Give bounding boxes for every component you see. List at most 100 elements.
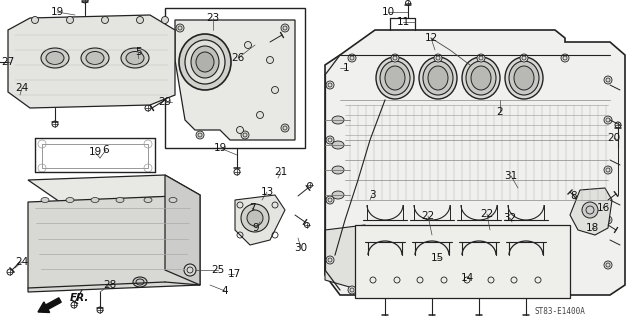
Polygon shape bbox=[570, 188, 612, 235]
Text: 16: 16 bbox=[596, 203, 610, 213]
Bar bbox=[355, 225, 570, 298]
Ellipse shape bbox=[91, 197, 99, 203]
Ellipse shape bbox=[332, 116, 344, 124]
Polygon shape bbox=[165, 175, 200, 285]
Circle shape bbox=[326, 81, 334, 89]
Circle shape bbox=[477, 54, 485, 62]
Polygon shape bbox=[175, 20, 295, 140]
Circle shape bbox=[161, 17, 168, 23]
Polygon shape bbox=[235, 195, 285, 245]
Circle shape bbox=[604, 166, 612, 174]
Text: 20: 20 bbox=[608, 133, 620, 143]
Ellipse shape bbox=[376, 57, 414, 99]
Circle shape bbox=[604, 116, 612, 124]
Circle shape bbox=[520, 54, 528, 62]
Circle shape bbox=[561, 286, 569, 294]
Text: 15: 15 bbox=[430, 253, 444, 263]
Ellipse shape bbox=[66, 197, 74, 203]
Polygon shape bbox=[28, 175, 200, 202]
Circle shape bbox=[137, 17, 144, 23]
Text: 25: 25 bbox=[211, 265, 225, 275]
Text: 24: 24 bbox=[15, 83, 28, 93]
Circle shape bbox=[176, 24, 184, 32]
Ellipse shape bbox=[332, 141, 344, 149]
Text: 27: 27 bbox=[1, 57, 15, 67]
Ellipse shape bbox=[191, 46, 219, 78]
Ellipse shape bbox=[196, 52, 214, 72]
Ellipse shape bbox=[46, 52, 64, 65]
Ellipse shape bbox=[385, 66, 405, 90]
Ellipse shape bbox=[514, 66, 534, 90]
Text: 29: 29 bbox=[158, 97, 172, 107]
Circle shape bbox=[244, 42, 251, 49]
Text: 9: 9 bbox=[253, 223, 260, 233]
Circle shape bbox=[477, 286, 485, 294]
Circle shape bbox=[237, 126, 244, 133]
Text: 1: 1 bbox=[342, 63, 349, 73]
Circle shape bbox=[281, 124, 289, 132]
Circle shape bbox=[391, 54, 399, 62]
Circle shape bbox=[348, 286, 356, 294]
Ellipse shape bbox=[471, 66, 491, 90]
Ellipse shape bbox=[332, 166, 344, 174]
Ellipse shape bbox=[121, 48, 149, 68]
Text: ST83-E1400A: ST83-E1400A bbox=[534, 308, 586, 316]
Circle shape bbox=[256, 111, 263, 118]
Circle shape bbox=[348, 54, 356, 62]
Text: 5: 5 bbox=[135, 47, 141, 57]
Ellipse shape bbox=[81, 48, 109, 68]
Text: 10: 10 bbox=[382, 7, 394, 17]
Circle shape bbox=[272, 86, 279, 93]
Ellipse shape bbox=[126, 52, 144, 65]
FancyArrow shape bbox=[38, 298, 61, 312]
Circle shape bbox=[196, 131, 204, 139]
Text: 17: 17 bbox=[227, 269, 241, 279]
Text: 28: 28 bbox=[103, 280, 116, 290]
Ellipse shape bbox=[185, 40, 225, 84]
Text: 24: 24 bbox=[15, 257, 28, 267]
Text: 21: 21 bbox=[274, 167, 287, 177]
Ellipse shape bbox=[423, 61, 453, 95]
Circle shape bbox=[604, 76, 612, 84]
Circle shape bbox=[434, 286, 442, 294]
Ellipse shape bbox=[169, 197, 177, 203]
Circle shape bbox=[326, 136, 334, 144]
Text: 11: 11 bbox=[396, 17, 410, 27]
Circle shape bbox=[561, 54, 569, 62]
Text: 2: 2 bbox=[497, 107, 503, 117]
Text: 23: 23 bbox=[206, 13, 220, 23]
Circle shape bbox=[434, 54, 442, 62]
Ellipse shape bbox=[41, 197, 49, 203]
Circle shape bbox=[184, 264, 196, 276]
Circle shape bbox=[247, 210, 263, 226]
Text: 19: 19 bbox=[51, 7, 64, 17]
Circle shape bbox=[266, 57, 273, 63]
Ellipse shape bbox=[332, 191, 344, 199]
Text: 6: 6 bbox=[103, 145, 110, 155]
Text: 4: 4 bbox=[222, 286, 229, 296]
Ellipse shape bbox=[462, 57, 500, 99]
Polygon shape bbox=[8, 15, 175, 108]
Text: 19: 19 bbox=[213, 143, 227, 153]
Text: 31: 31 bbox=[505, 171, 518, 181]
Circle shape bbox=[241, 204, 269, 232]
Text: 18: 18 bbox=[586, 223, 599, 233]
Ellipse shape bbox=[428, 66, 448, 90]
Ellipse shape bbox=[419, 57, 457, 99]
Polygon shape bbox=[325, 30, 625, 295]
Circle shape bbox=[326, 256, 334, 264]
Text: 32: 32 bbox=[503, 213, 517, 223]
Text: 8: 8 bbox=[571, 191, 577, 201]
Circle shape bbox=[326, 196, 334, 204]
Ellipse shape bbox=[144, 197, 152, 203]
Circle shape bbox=[520, 286, 528, 294]
Text: 3: 3 bbox=[368, 190, 375, 200]
Ellipse shape bbox=[505, 57, 543, 99]
Text: 19: 19 bbox=[89, 147, 102, 157]
Text: 26: 26 bbox=[232, 53, 244, 63]
Bar bbox=[165, 8, 305, 148]
Circle shape bbox=[66, 17, 73, 23]
Ellipse shape bbox=[509, 61, 539, 95]
Text: 13: 13 bbox=[260, 187, 273, 197]
Text: 14: 14 bbox=[460, 273, 473, 283]
